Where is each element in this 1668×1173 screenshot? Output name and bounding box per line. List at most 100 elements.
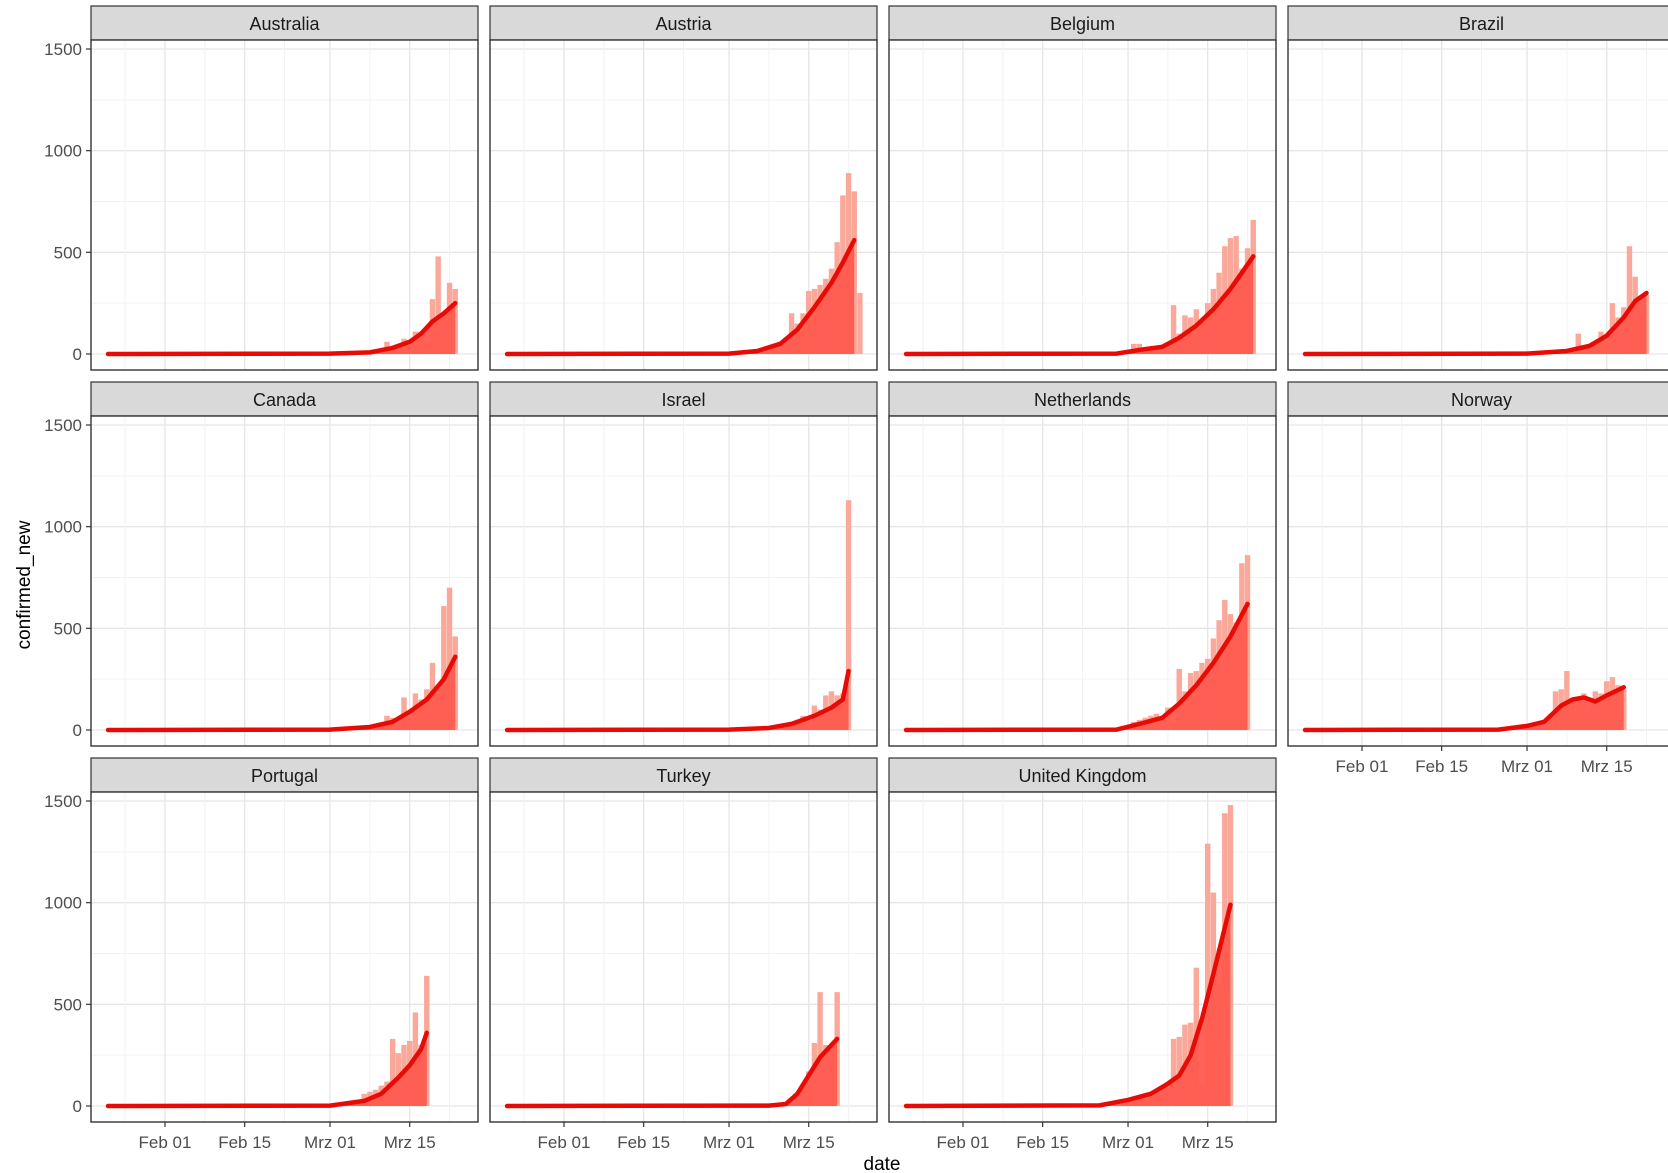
panel-border — [888, 39, 1277, 371]
x-tick-label: Mrz 15 — [384, 1133, 436, 1152]
x-tick-label: Feb 01 — [538, 1133, 591, 1152]
panel-border — [888, 415, 1277, 747]
y-tick-label: 500 — [54, 243, 82, 262]
y-tick-label: 500 — [54, 995, 82, 1014]
x-tick-label: Feb 15 — [1415, 757, 1468, 776]
y-tick-label: 0 — [73, 721, 82, 740]
trend-area — [906, 603, 1248, 730]
bar — [435, 256, 441, 354]
x-tick-label: Mrz 15 — [1182, 1133, 1234, 1152]
x-tick-label: Feb 01 — [1336, 757, 1389, 776]
facet-title: Belgium — [1050, 14, 1115, 34]
facet-strip — [1287, 5, 1668, 41]
x-tick-label: Mrz 01 — [304, 1133, 356, 1152]
trend-area — [108, 656, 456, 730]
chart-axes: 0 500 1000 1500 0 500 1000 1500 Feb 01 Feb 15 Mrz … — [44, 40, 1633, 1152]
x-tick-label: Mrz 01 — [703, 1133, 755, 1152]
trend-area — [1305, 293, 1647, 354]
y-tick-label: 500 — [54, 619, 82, 638]
bar — [441, 605, 447, 730]
bar — [1227, 805, 1234, 1106]
x-tick-label: Feb 01 — [937, 1133, 990, 1152]
panel-border — [489, 791, 878, 1123]
x-tick-label: Mrz 15 — [783, 1133, 835, 1152]
x-tick-label: Mrz 15 — [1581, 757, 1633, 776]
facet-strip — [888, 381, 1277, 417]
trend-line — [504, 1036, 840, 1109]
bar — [1176, 669, 1182, 730]
facet-strip — [489, 5, 878, 41]
facet-strip — [90, 757, 479, 793]
facet-title: Norway — [1451, 390, 1512, 410]
panel-border — [1287, 39, 1668, 371]
facet-title: Austria — [655, 14, 712, 34]
bar — [1575, 333, 1581, 354]
bar — [857, 293, 863, 354]
bar — [817, 992, 823, 1106]
facet-title: United Kingdom — [1018, 766, 1146, 786]
facet-title: Canada — [253, 390, 317, 410]
facet-strip — [90, 5, 479, 41]
x-tick-label: Mrz 01 — [1501, 757, 1553, 776]
trend-line — [903, 902, 1233, 1109]
trend-area — [108, 303, 456, 354]
facet-panels: Australia Austria Belgium Brazil Canada Israe… — [90, 5, 1668, 1123]
trend-area — [507, 671, 849, 730]
bar — [1170, 305, 1177, 354]
y-tick-label: 1500 — [44, 792, 82, 811]
panel-border — [1287, 415, 1668, 747]
facet-netherlands: Netherlands — [888, 381, 1277, 747]
panel-border — [90, 39, 479, 371]
trend-area — [108, 1032, 427, 1106]
panel-border — [489, 39, 878, 371]
trend-line — [105, 654, 458, 733]
facet-united-kingdom: United Kingdom — [888, 757, 1277, 1123]
trend-line — [1302, 685, 1627, 733]
facet-strip — [1287, 381, 1668, 417]
bar — [446, 587, 453, 730]
panel-border — [90, 791, 479, 1123]
trend-line — [1302, 290, 1649, 357]
facet-title: Brazil — [1459, 14, 1504, 34]
trend-line — [903, 254, 1256, 357]
bar — [1643, 295, 1650, 354]
trend-line — [105, 300, 458, 357]
trend-area — [906, 904, 1231, 1106]
y-tick-label: 0 — [73, 1097, 82, 1116]
trend-area — [507, 1038, 838, 1106]
facet-title: Turkey — [656, 766, 710, 786]
trend-area — [507, 240, 855, 354]
x-tick-label: Feb 15 — [617, 1133, 670, 1152]
y-axis-label: confirmed_new — [14, 520, 35, 649]
panel-border — [888, 791, 1277, 1123]
trend-line — [504, 668, 851, 733]
facet-belgium: Belgium — [888, 5, 1277, 371]
bar — [389, 1038, 396, 1106]
facet-strip — [90, 381, 479, 417]
facet-strip — [888, 757, 1277, 793]
y-tick-label: 1500 — [44, 416, 82, 435]
facet-israel: Israel — [489, 381, 878, 747]
trend-line — [504, 237, 857, 357]
facet-title: Israel — [661, 390, 705, 410]
facet-canada: Canada — [90, 381, 479, 747]
facet-portugal: Portugal — [90, 757, 479, 1123]
x-axis-label: date — [864, 1154, 901, 1173]
x-tick-label: Feb 15 — [218, 1133, 271, 1152]
y-tick-label: 1000 — [44, 894, 82, 913]
trend-line — [903, 601, 1250, 733]
y-tick-label: 1000 — [44, 518, 82, 537]
facet-brazil: Brazil — [1287, 5, 1668, 371]
panel-border — [489, 415, 878, 747]
facet-turkey: Turkey — [489, 757, 878, 1123]
panel-border — [90, 415, 479, 747]
plot-background — [1288, 40, 1668, 370]
x-tick-label: Mrz 01 — [1102, 1133, 1154, 1152]
bar — [1205, 843, 1211, 1106]
facet-norway: Norway — [1287, 381, 1668, 747]
facet-austria: Austria — [489, 5, 878, 371]
bar — [1170, 1038, 1177, 1106]
facet-australia: Australia — [90, 5, 479, 371]
x-tick-label: Feb 01 — [139, 1133, 192, 1152]
